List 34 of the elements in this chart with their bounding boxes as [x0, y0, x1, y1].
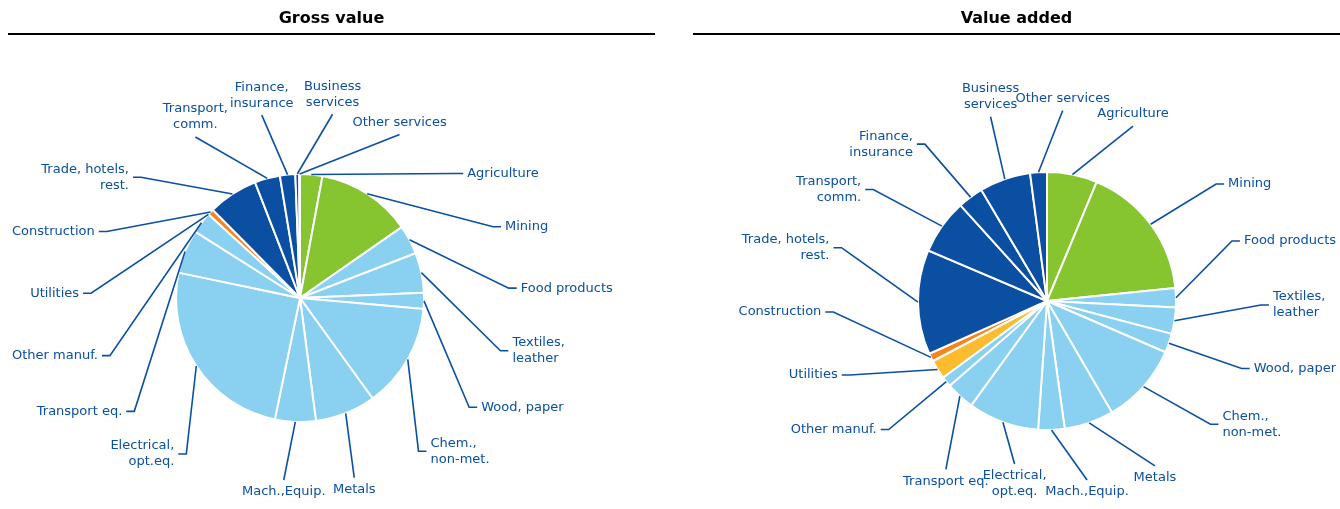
slice-label: Electrical, opt.eq. — [110, 437, 175, 469]
slice-label: Chem., non-met. — [430, 434, 490, 466]
slice-label: Trade, hotels, rest. — [40, 160, 129, 192]
slice-label: Metals — [332, 481, 376, 496]
slice-label: Mach.,Equip. — [1045, 483, 1129, 499]
category-label: Utilities — [30, 284, 80, 300]
slice-label: Food products — [1243, 232, 1337, 248]
slice-label: Construction — [11, 222, 95, 238]
slice-label: Mining — [1228, 175, 1272, 191]
slice-label: Construction — [738, 303, 822, 319]
slice-label: Metals — [1133, 469, 1177, 485]
slice-label: Wood, paper — [1253, 359, 1337, 375]
slice-label: Agriculture — [467, 164, 539, 180]
slice-label: Utilities — [788, 366, 838, 382]
chart-title: Value added — [693, 8, 1340, 35]
slice-label: Mining — [505, 218, 549, 234]
slice-label: Transport, comm. — [161, 100, 228, 132]
slice-label: Business services — [303, 77, 362, 109]
slice-label: Chem., non-met. — [1222, 407, 1282, 439]
slice-label: Food products — [520, 279, 614, 295]
slice-label: Trade, hotels, rest. — [740, 231, 830, 263]
slice-label: Transport, comm. — [795, 172, 862, 204]
slice-label: Textiles, leather — [511, 334, 565, 366]
slice-label: Wood, paper — [481, 398, 565, 414]
slice-label: Agriculture — [1097, 105, 1169, 121]
slice-label: Other services — [352, 113, 448, 129]
slice-label: Transport eq. — [35, 402, 123, 418]
slice-label: Other manuf. — [790, 420, 877, 436]
chart-title: Gross value — [8, 8, 655, 35]
slice-label: Textiles, leather — [1271, 288, 1326, 320]
slice-label: Finance, insurance — [229, 78, 294, 110]
slice-label: Mach.,Equip. — [241, 483, 326, 499]
slice-label: Finance, insurance — [849, 127, 913, 159]
slice-label: Other manuf. — [11, 346, 98, 362]
